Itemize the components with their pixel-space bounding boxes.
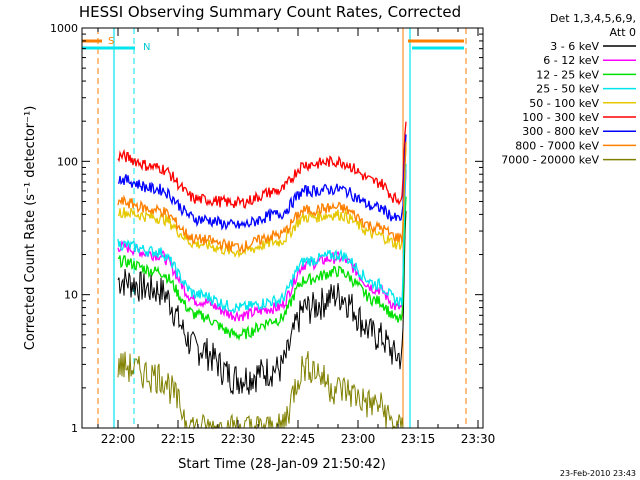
saa-label: S <box>108 36 114 47</box>
y-axis-label: Corrected Count Rate (s⁻¹ detector⁻¹) <box>23 106 38 351</box>
series-line-3 <box>117 163 407 315</box>
x-tick-label: 22:15 <box>161 432 196 446</box>
y-tick-label: 1 <box>71 422 78 435</box>
x-tick-label: 23:00 <box>341 432 376 446</box>
legend-label-7: 800 - 7000 keV <box>515 139 599 152</box>
y-axis-ticks: 1 10 100 1000 <box>50 22 483 435</box>
time-marker-lines <box>97 28 467 428</box>
series-line-5 <box>117 121 407 210</box>
legend-label-8: 7000 - 20000 keV <box>501 154 599 167</box>
plot-area <box>82 28 467 430</box>
y-tick-label: 10 <box>64 289 78 302</box>
x-tick-label: 23:15 <box>401 432 436 446</box>
series-line-2 <box>117 196 407 342</box>
series-line-4 <box>117 147 407 259</box>
legend-label-3: 25 - 50 keV <box>536 83 599 96</box>
legend-label-0: 3 - 6 keV <box>550 40 599 53</box>
legend-header-line-2: Att 0 <box>610 26 636 39</box>
x-tick-label: 22:45 <box>281 432 316 446</box>
legend-label-2: 12 - 25 keV <box>536 68 599 81</box>
series-line-7 <box>117 141 407 254</box>
legend-header-line-1: Det 1,3,4,5,6,9, <box>550 12 636 25</box>
series-group <box>117 121 407 430</box>
chart-title: HESSI Observing Summary Count Rates, Cor… <box>79 3 461 21</box>
series-line-0 <box>117 210 407 395</box>
legend-label-6: 300 - 800 keV <box>522 125 599 138</box>
footer-date: 23-Feb-2010 23:43 <box>560 469 636 478</box>
y-tick-label: 100 <box>57 155 78 168</box>
series-line-6 <box>117 134 407 231</box>
y-tick-label: 1000 <box>50 22 78 35</box>
plot-frame <box>81 27 484 429</box>
x-axis-label: Start Time (28-Jan-09 21:50:42) <box>178 457 386 472</box>
x-tick-label: 22:00 <box>101 432 136 446</box>
legend-label-5: 100 - 300 keV <box>522 111 599 124</box>
legend-label-1: 6 - 12 keV <box>543 54 599 67</box>
status-bars <box>82 39 464 50</box>
x-axis-ticks: 22:00 22:15 22:30 22:45 23:00 23:15 23:30 <box>97 28 496 446</box>
x-tick-label: 22:30 <box>221 432 256 446</box>
x-tick-label: 23:30 <box>461 432 496 446</box>
legend-label-4: 50 - 100 keV <box>529 97 599 110</box>
night-label: N <box>143 42 150 53</box>
